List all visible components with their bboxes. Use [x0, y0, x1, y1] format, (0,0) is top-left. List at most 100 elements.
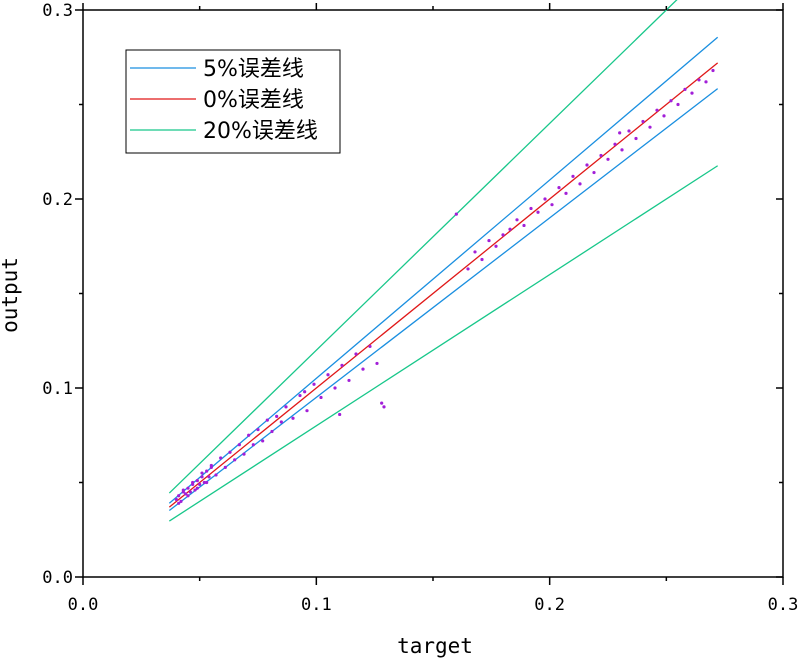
data-point [279, 420, 283, 424]
data-point [618, 131, 622, 135]
data-point [202, 480, 206, 485]
data-point [648, 125, 652, 129]
data-point [179, 499, 183, 503]
scatter-points [174, 68, 715, 505]
x-tick-label: 0.2 [534, 595, 565, 615]
data-point [198, 482, 202, 486]
data-point [205, 469, 209, 473]
data-point [223, 465, 227, 469]
data-point [233, 458, 237, 462]
data-point [375, 361, 379, 366]
line-5pct-lower [168, 88, 719, 511]
data-point [599, 153, 603, 158]
legend-box [125, 49, 341, 154]
data-point [186, 486, 190, 490]
data-point [487, 238, 491, 243]
reference-lines [168, 0, 719, 522]
data-point [247, 433, 251, 437]
data-point [543, 197, 547, 201]
data-point [326, 373, 330, 377]
data-point [508, 227, 512, 231]
legend-label: 20%误差线 [203, 119, 318, 144]
data-point [480, 257, 484, 262]
y-tick-label: 0.1 [42, 379, 73, 399]
data-point [382, 405, 386, 409]
data-point [522, 223, 526, 228]
data-point [242, 452, 246, 456]
data-point [690, 91, 694, 95]
data-point [571, 174, 575, 178]
data-point [550, 203, 554, 207]
legend-label: 0%误差线 [203, 88, 304, 113]
data-point [338, 412, 342, 417]
data-point [634, 136, 638, 141]
data-point [177, 501, 181, 505]
x-axis-title: target [397, 634, 473, 658]
x-tick-label: 0.1 [301, 595, 332, 615]
data-point [270, 429, 274, 434]
data-point [228, 450, 232, 454]
data-point [284, 405, 288, 409]
data-point [592, 170, 596, 175]
data-point [305, 409, 309, 413]
data-point [291, 416, 295, 420]
data-point [578, 182, 582, 186]
data-point [683, 87, 687, 91]
data-point [347, 378, 351, 383]
data-point [205, 480, 209, 485]
data-point [501, 233, 505, 237]
data-point [529, 206, 533, 211]
data-point [466, 267, 470, 271]
line-0pct [168, 62, 719, 508]
data-point [188, 490, 192, 494]
data-point [186, 494, 190, 498]
data-point [662, 114, 666, 118]
data-point [454, 212, 458, 216]
data-point [494, 244, 498, 248]
data-point [265, 418, 269, 422]
data-point [177, 494, 181, 498]
data-point [368, 344, 372, 349]
y-tick-label: 0.2 [42, 190, 73, 210]
data-point [340, 363, 344, 367]
y-tick-label: 0.3 [42, 1, 73, 21]
data-point [585, 163, 589, 167]
data-point [195, 486, 199, 490]
data-point [312, 382, 316, 386]
data-point [557, 186, 561, 190]
line-20pct-upper [168, 0, 678, 494]
data-point [669, 99, 673, 103]
data-point [606, 157, 610, 161]
data-point [256, 427, 260, 432]
data-point [261, 439, 265, 443]
data-point [181, 488, 185, 492]
data-point [641, 119, 645, 124]
data-point [191, 480, 195, 485]
data-point [627, 129, 631, 133]
y-axis-title: output [0, 257, 22, 333]
axis-ticks [75, 3, 784, 585]
data-point [536, 210, 540, 214]
legend-label: 5%误差线 [203, 57, 304, 82]
data-point [515, 218, 519, 222]
data-point [214, 473, 218, 477]
data-point [200, 471, 204, 475]
data-point [697, 78, 701, 82]
line-5pct-upper [168, 36, 719, 504]
data-point [473, 250, 477, 254]
data-point [184, 492, 188, 496]
data-point [207, 475, 211, 479]
data-point [361, 367, 365, 371]
data-point [298, 393, 302, 398]
data-point [613, 142, 617, 146]
data-point [275, 414, 279, 418]
data-point [354, 352, 358, 356]
data-point [704, 80, 708, 84]
data-point [219, 456, 223, 460]
data-point [655, 108, 659, 112]
data-point [303, 390, 307, 394]
data-point [676, 102, 680, 107]
line-20pct-lower [168, 165, 719, 522]
x-tick-label: 0.0 [68, 595, 99, 615]
